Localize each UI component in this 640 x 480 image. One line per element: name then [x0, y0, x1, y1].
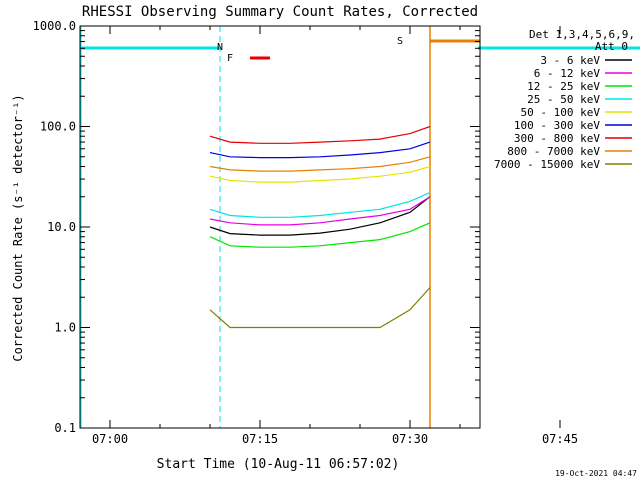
series-line-1-part-1 [209, 196, 431, 236]
y-tick-label-3: 10.0 [47, 220, 76, 234]
y-tick-label-1: 0.1 [54, 421, 76, 435]
x-tick-label-4: 07:45 [542, 432, 578, 446]
plot-area: NF S [80, 26, 640, 428]
legend-header-detectors: Det 1,3,4,5,6,9, [529, 28, 635, 41]
legend-label-9: 7000 - 15000 keV [494, 158, 600, 171]
y-axis-label: Corrected Count Rate (s⁻¹ detector⁻¹) [11, 94, 25, 361]
series-line-2-part-1 [209, 196, 431, 226]
legend-label-1: 3 - 6 keV [540, 54, 600, 67]
series-line-6-part-1 [209, 141, 431, 159]
legend-label-7: 300 - 800 keV [514, 132, 600, 145]
axes: 0.1 1.0 10.0 100.0 1000.0 07:00 07:15 07:30 07:4… [33, 19, 578, 446]
flag-label-s: S [397, 36, 403, 47]
x-axis-label: Start Time (10-Aug-11 06:57:02) [157, 457, 400, 472]
flag-label-n: N [217, 42, 223, 53]
y-tick-label-4: 100.0 [40, 120, 76, 134]
series-line-8-part-1 [209, 156, 431, 172]
legend-label-5: 50 - 100 keV [521, 106, 601, 119]
x-tick-label-1: 07:00 [92, 432, 128, 446]
legend-label-2: 6 - 12 keV [534, 67, 601, 80]
flag-label-f: F [227, 53, 233, 64]
legend-label-3: 12 - 25 keV [527, 80, 600, 93]
x-tick-label-3: 07:30 [392, 432, 428, 446]
y-tick-label-2: 1.0 [54, 321, 76, 335]
legend-label-8: 800 - 7000 keV [507, 145, 600, 158]
series-line-4-part-1 [209, 192, 431, 218]
x-tick-label-2: 07:15 [242, 432, 278, 446]
generation-timestamp: 19-Oct-2021 04:47 [555, 469, 637, 478]
series-line-9-part-1 [209, 287, 431, 329]
legend-label-4: 25 - 50 keV [527, 93, 600, 106]
series-line-5-part-1 [209, 165, 431, 183]
series-lines [80, 26, 431, 428]
series-line-3-part-1 [209, 222, 431, 248]
legend-header-attenuator: Att 0 [595, 40, 628, 53]
y-tick-label-5: 1000.0 [33, 19, 76, 33]
chart-title: RHESSI Observing Summary Count Rates, Co… [82, 4, 478, 20]
series-line-7-part-1 [209, 125, 431, 144]
legend-label-6: 100 - 300 keV [514, 119, 600, 132]
